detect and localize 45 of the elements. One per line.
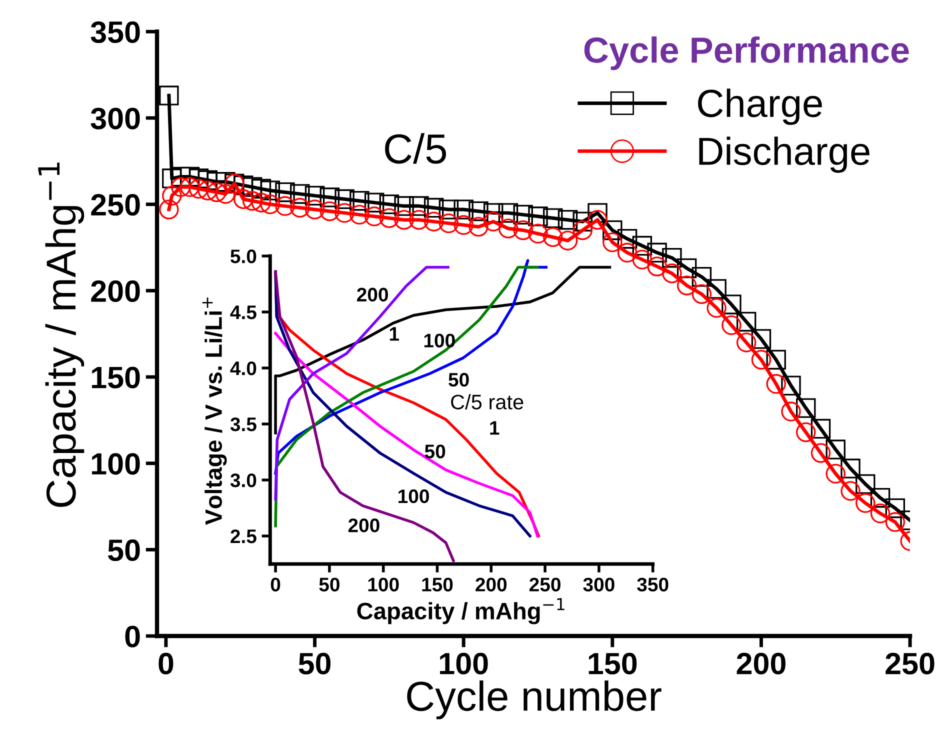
y-tick-label: 4.0 bbox=[230, 361, 256, 376]
y-tick-label: 2.5 bbox=[230, 529, 256, 544]
y-tick-label: 350 bbox=[90, 21, 140, 44]
y-tick-label: 4.5 bbox=[230, 306, 256, 320]
x-tick-label: 150 bbox=[422, 578, 453, 592]
x-axis-title: Capacity / mAhg$^{−1}$ bbox=[357, 598, 564, 624]
x-tick-label: 200 bbox=[736, 652, 786, 674]
legend-label: Charge bbox=[698, 88, 822, 125]
annotation: 50 bbox=[448, 372, 469, 387]
x-tick-label: 0 bbox=[158, 652, 174, 674]
x-tick-label: 350 bbox=[637, 578, 668, 592]
annotation: 50 bbox=[424, 444, 446, 458]
annotation: 1 bbox=[490, 421, 500, 435]
x-tick-label: 0 bbox=[270, 578, 280, 592]
y-tick-label: 5.0 bbox=[230, 249, 256, 264]
legend-label: Discharge bbox=[699, 136, 870, 173]
y-axis-title: Voltage / V vs. Li/Li$^{+}$ bbox=[202, 298, 227, 525]
x-tick-label: 300 bbox=[583, 578, 614, 592]
y-tick-label: 100 bbox=[92, 453, 140, 475]
y-tick-label: 3.0 bbox=[230, 473, 256, 488]
y-tick-label: 0 bbox=[125, 626, 140, 648]
y-tick-label: 3.5 bbox=[230, 417, 256, 432]
y-tick-label: 300 bbox=[90, 108, 140, 130]
annotation: C/5 rate bbox=[451, 394, 524, 410]
x-tick-label: 100 bbox=[440, 652, 488, 674]
x-tick-label: 50 bbox=[319, 578, 340, 592]
annotation: 100 bbox=[424, 334, 455, 348]
x-tick-label: 50 bbox=[298, 652, 331, 674]
x-tick-label: 250 bbox=[530, 578, 560, 592]
chart-title: Cycle Performance bbox=[584, 36, 909, 70]
x-tick-label: 100 bbox=[368, 578, 399, 592]
annotation: 200 bbox=[348, 518, 380, 532]
annotation: 200 bbox=[357, 288, 388, 302]
y-tick-label: 150 bbox=[92, 366, 140, 388]
x-axis-title: Cycle number bbox=[407, 680, 662, 720]
annotation: C/5 bbox=[385, 133, 446, 164]
y-axis-title: Capacity / mAhg$^{−1}$ bbox=[38, 162, 84, 507]
x-tick-label: 200 bbox=[476, 578, 507, 592]
y-tick-label: 200 bbox=[91, 280, 140, 302]
y-tick-label: 50 bbox=[108, 539, 140, 562]
annotation: 100 bbox=[398, 489, 429, 504]
x-tick-label: 250 bbox=[886, 652, 934, 674]
x-tick-label: 150 bbox=[588, 652, 637, 674]
y-tick-label: 250 bbox=[91, 194, 140, 216]
annotation: 1 bbox=[390, 327, 399, 341]
